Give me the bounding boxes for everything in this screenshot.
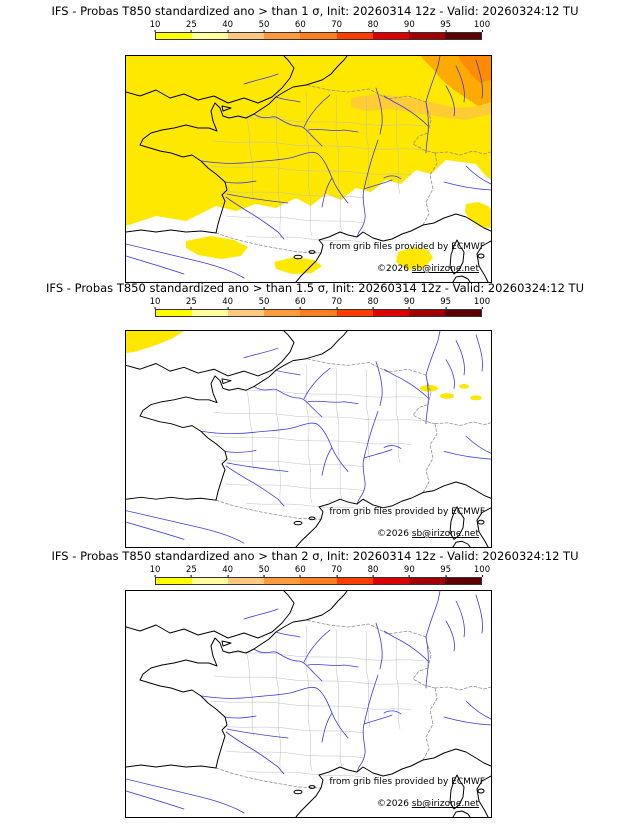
- colorbar-tick-label: 10: [149, 565, 161, 575]
- colorbar-tick-label: 70: [331, 565, 343, 575]
- colorbar-segment: [408, 33, 445, 39]
- colorbar-tick-label: 25: [185, 20, 197, 30]
- colorbar-tick-label: 40: [222, 20, 234, 30]
- colorbar-tick-label: 70: [331, 20, 343, 30]
- colorbar-segment: [192, 33, 229, 39]
- credit-ecmwf: from grib files provided by ECMWF: [329, 507, 485, 517]
- credit-copyright: ©2026 sb@irizone.net: [377, 799, 479, 809]
- map-svg: [126, 56, 491, 282]
- colorbar-tick-label: 95: [440, 297, 452, 307]
- colorbar-legend: 10 25 40 50 60 70 80 90 95 100: [150, 20, 491, 43]
- colorbar-segment: [192, 310, 229, 316]
- colorbar-segment: [192, 578, 229, 584]
- colorbar-gradient: [155, 309, 482, 317]
- colorbar-tick-label: 90: [403, 565, 415, 575]
- colorbar-tick-label: 40: [222, 297, 234, 307]
- colorbar-segment: [372, 310, 409, 316]
- colorbar-segment: [444, 310, 481, 316]
- panel-title: IFS - Probas T850 standardized ano > tha…: [46, 281, 584, 295]
- colorbar-tick-label: 80: [367, 565, 379, 575]
- colorbar-segment: [228, 310, 265, 316]
- colorbar-tick-label: 95: [440, 565, 452, 575]
- colorbar-segment: [228, 33, 265, 39]
- credit-email-link[interactable]: sb@irizone.net: [411, 529, 479, 539]
- credit-email-link[interactable]: sb@irizone.net: [411, 799, 479, 809]
- colorbar-tick-label: 100: [473, 297, 491, 307]
- colorbar-segment: [408, 578, 445, 584]
- colorbar-tick-label: 50: [258, 297, 270, 307]
- colorbar-segment: [336, 310, 373, 316]
- colorbar-segment: [264, 33, 301, 39]
- credit-email-link[interactable]: sb@irizone.net: [411, 264, 479, 274]
- panel-title: IFS - Probas T850 standardized ano > tha…: [51, 4, 579, 18]
- colorbar-tick-labels: 10 25 40 50 60 70 80 90 95 100: [150, 565, 491, 577]
- panel-title: IFS - Probas T850 standardized ano > tha…: [51, 549, 579, 563]
- colorbar-segment: [372, 33, 409, 39]
- panel-prob-gt-1sigma: IFS - Probas T850 standardized ano > tha…: [0, 4, 630, 283]
- colorbar-segment: [156, 578, 193, 584]
- colorbar-segment: [264, 578, 301, 584]
- colorbar-tick-label: 50: [258, 565, 270, 575]
- credit-year: ©2026: [377, 264, 412, 274]
- colorbar-tick-label: 100: [473, 565, 491, 575]
- map-france-2sigma: from grib files provided by ECMWF ©2026 …: [125, 590, 492, 818]
- colorbar-segment: [300, 310, 337, 316]
- colorbar-tick-label: 25: [185, 297, 197, 307]
- colorbar-segment: [300, 33, 337, 39]
- colorbar-segment: [264, 310, 301, 316]
- colorbar-legend: 10 25 40 50 60 70 80 90 95 100: [150, 297, 491, 320]
- colorbar-tick-label: 60: [294, 297, 306, 307]
- colorbar-segment: [372, 578, 409, 584]
- colorbar-segment: [336, 33, 373, 39]
- panel-prob-gt-2sigma: IFS - Probas T850 standardized ano > tha…: [0, 549, 630, 828]
- colorbar-tick-label: 90: [403, 20, 415, 30]
- colorbar-tick-label: 40: [222, 565, 234, 575]
- colorbar-tick-label: 80: [367, 297, 379, 307]
- credit-copyright: ©2026 sb@irizone.net: [377, 529, 479, 539]
- colorbar-tick-label: 70: [331, 297, 343, 307]
- colorbar-tick-label: 80: [367, 20, 379, 30]
- colorbar-legend: 10 25 40 50 60 70 80 90 95 100: [150, 565, 491, 588]
- colorbar-tick-label: 10: [149, 20, 161, 30]
- colorbar-segment: [228, 578, 265, 584]
- colorbar-tick-labels: 10 25 40 50 60 70 80 90 95 100: [150, 297, 491, 309]
- colorbar-segment: [408, 310, 445, 316]
- colorbar-tick-label: 60: [294, 20, 306, 30]
- colorbar-tick-label: 50: [258, 20, 270, 30]
- map-svg: [126, 331, 491, 547]
- colorbar-gradient: [155, 577, 482, 585]
- colorbar-segment: [444, 578, 481, 584]
- colorbar-tick-label: 60: [294, 565, 306, 575]
- colorbar-segment: [444, 33, 481, 39]
- panel-prob-gt-1-5sigma: IFS - Probas T850 standardized ano > tha…: [0, 281, 630, 549]
- probability-shading-layer: [126, 331, 482, 401]
- map-france-1-5sigma: from grib files provided by ECMWF ©2026 …: [125, 330, 492, 548]
- credit-year: ©2026: [377, 529, 412, 539]
- colorbar-tick-label: 95: [440, 20, 452, 30]
- colorbar-tick-label: 100: [473, 20, 491, 30]
- credit-copyright: ©2026 sb@irizone.net: [377, 264, 479, 274]
- colorbar-segment: [300, 578, 337, 584]
- credit-ecmwf: from grib files provided by ECMWF: [329, 242, 485, 252]
- colorbar-gradient: [155, 32, 482, 40]
- colorbar-segment: [156, 310, 193, 316]
- probability-shading-layer: [126, 56, 491, 274]
- map-france-1sigma: from grib files provided by ECMWF ©2026 …: [125, 55, 492, 283]
- credit-ecmwf: from grib files provided by ECMWF: [329, 777, 485, 787]
- colorbar-tick-label: 90: [403, 297, 415, 307]
- colorbar-segment: [336, 578, 373, 584]
- colorbar-tick-labels: 10 25 40 50 60 70 80 90 95 100: [150, 20, 491, 32]
- colorbar-tick-label: 25: [185, 565, 197, 575]
- colorbar-segment: [156, 33, 193, 39]
- credit-year: ©2026: [377, 799, 412, 809]
- colorbar-tick-label: 10: [149, 297, 161, 307]
